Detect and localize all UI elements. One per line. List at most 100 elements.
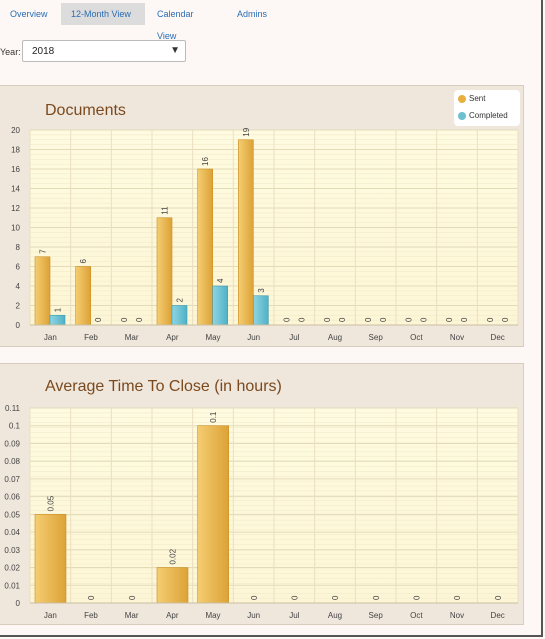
documents-y-tick-label: 16: [11, 165, 20, 174]
documents-x-tick-label: Jan: [44, 333, 57, 342]
documents-data-label: 0: [460, 317, 469, 322]
tab-admins[interactable]: Admins: [237, 9, 268, 19]
avg-time-chart-title: Average Time To Close (in hours): [45, 378, 282, 395]
avg-time-bar: [156, 567, 189, 604]
documents-data-label: 3: [257, 288, 266, 293]
avg-time-x-tick-label: Jun: [247, 611, 260, 620]
documents-bar: [253, 295, 269, 326]
documents-bar: [197, 168, 213, 326]
documents-data-label: 0: [283, 317, 292, 322]
tab-overview[interactable]: Overview: [10, 9, 48, 19]
avg-time-x-tick-label: Dec: [491, 611, 505, 620]
documents-y-tick-label: 8: [16, 243, 21, 252]
documents-x-tick-label: Sep: [369, 333, 384, 342]
documents-bar: [156, 217, 173, 326]
avg-time-x-tick-label: Feb: [84, 611, 98, 620]
documents-data-label: 0: [135, 317, 144, 322]
documents-y-tick-label: 0: [16, 321, 21, 330]
avg-time-data-label: 0: [128, 595, 137, 600]
documents-data-label: 7: [39, 249, 48, 254]
documents-data-label: 6: [79, 259, 88, 264]
avg-time-y-tick-label: 0.05: [4, 510, 20, 519]
documents-bar: [75, 266, 91, 326]
documents-x-tick-label: May: [205, 333, 220, 342]
documents-data-label: 0: [486, 317, 495, 322]
documents-y-tick-label: 10: [11, 224, 20, 233]
documents-y-tick-label: 18: [11, 146, 20, 155]
legend-item-completed[interactable]: Completed: [458, 111, 508, 121]
avg-time-data-label: 0: [87, 595, 96, 600]
avg-time-data-label: 0: [331, 595, 340, 600]
documents-x-tick-label: Jun: [247, 333, 260, 342]
avg-time-x-tick-label: Jan: [44, 611, 57, 620]
documents-x-tick-label: Feb: [84, 333, 98, 342]
documents-bar: [212, 285, 228, 326]
documents-data-label: 19: [242, 127, 251, 136]
documents-data-label: 0: [379, 317, 388, 322]
avg-time-y-tick-label: 0.04: [4, 528, 20, 537]
documents-x-tick-label: Apr: [166, 333, 179, 342]
avg-time-x-tick-label: May: [205, 611, 220, 620]
documents-data-label: 0: [364, 317, 373, 322]
documents-bar: [34, 256, 51, 326]
documents-x-tick-label: Dec: [491, 333, 505, 342]
legend-sent-label: Sent: [469, 94, 486, 103]
avg-time-data-label: 0: [372, 595, 381, 600]
avg-time-data-label: 0: [291, 595, 300, 600]
documents-chart-title: Documents: [45, 102, 126, 119]
completed-swatch-icon: [458, 111, 466, 120]
avg-time-x-tick-label: Aug: [328, 611, 342, 620]
dropdown-arrow-icon: ▼: [170, 45, 180, 56]
documents-y-tick-label: 4: [16, 282, 21, 291]
documents-data-label: 0: [338, 317, 347, 322]
documents-data-label: 16: [201, 157, 210, 166]
documents-data-label: 0: [420, 317, 429, 322]
avg-time-y-tick-label: 0.06: [4, 493, 20, 502]
avg-time-y-tick-label: 0.01: [4, 581, 20, 590]
tab-12-month-view[interactable]: 12-Month View: [61, 3, 145, 25]
documents-data-label: 0: [501, 317, 510, 322]
avg-time-data-label: 0: [413, 595, 422, 600]
documents-data-label: 0: [298, 317, 307, 322]
sent-swatch-icon: [458, 94, 466, 103]
avg-time-data-label: 0.1: [209, 411, 218, 423]
avg-time-bar: [34, 514, 67, 604]
documents-data-label: 2: [176, 298, 185, 303]
chart-legend: Sent Completed: [454, 90, 520, 126]
documents-data-label: 0: [94, 317, 103, 322]
avg-time-data-label: 0.05: [47, 495, 56, 511]
documents-data-label: 0: [120, 317, 129, 322]
year-label: Year:: [0, 47, 21, 57]
documents-bar: [171, 305, 188, 326]
avg-time-bar: [197, 425, 229, 604]
documents-data-label: 0: [405, 317, 414, 322]
documents-data-label: 1: [54, 307, 63, 312]
avg-time-y-tick-label: 0.11: [5, 404, 21, 413]
year-select[interactable]: 2018 ▼: [22, 40, 186, 62]
documents-y-tick-label: 14: [11, 185, 20, 194]
avg-time-x-tick-label: Nov: [450, 611, 464, 620]
documents-y-tick-label: 20: [11, 126, 20, 135]
documents-data-label: 4: [216, 278, 225, 283]
tab-calendar-view[interactable]: Calendar View: [157, 9, 194, 41]
avg-time-plot: 0 0.01 0.02 0.03 0.04 0.05 0.06 0.07 0.08 0.09 0.1…: [4, 404, 519, 620]
avg-time-x-tick-label: Mar: [125, 611, 139, 620]
documents-data-label: 11: [161, 206, 170, 215]
documents-x-tick-label: Nov: [450, 333, 464, 342]
documents-bar: [49, 314, 66, 326]
avg-time-x-tick-label: Jul: [289, 611, 299, 620]
avg-time-y-tick-label: 0.08: [4, 457, 20, 466]
documents-x-tick-label: Jul: [289, 333, 299, 342]
documents-data-label: 0: [323, 317, 332, 322]
avg-time-y-tick-label: 0: [16, 599, 21, 608]
documents-x-tick-label: Mar: [125, 333, 139, 342]
avg-time-data-label: 0: [453, 595, 462, 600]
documents-y-tick-label: 12: [11, 204, 20, 213]
avg-time-data-label: 0: [494, 595, 503, 600]
legend-item-sent[interactable]: Sent: [458, 94, 485, 104]
avg-time-x-tick-label: Oct: [410, 611, 423, 620]
avg-time-data-label: 0.02: [169, 548, 178, 564]
avg-time-y-tick-label: 0.09: [4, 439, 20, 448]
